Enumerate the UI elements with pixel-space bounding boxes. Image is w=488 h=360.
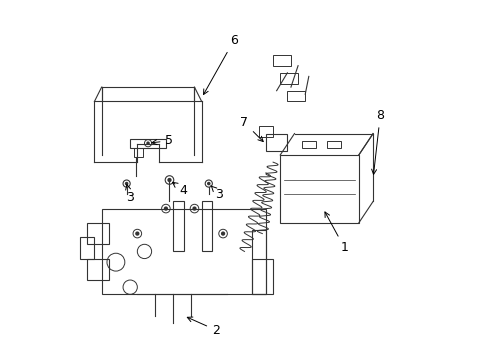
Text: 8: 8	[371, 109, 384, 174]
Bar	[87, 223, 108, 244]
Bar	[326, 141, 340, 148]
Circle shape	[192, 206, 196, 211]
Circle shape	[163, 206, 168, 211]
Circle shape	[135, 231, 139, 236]
Bar	[272, 55, 290, 66]
Text: 3: 3	[210, 186, 223, 201]
Circle shape	[146, 141, 149, 145]
Text: 7: 7	[240, 116, 263, 141]
Text: 2: 2	[187, 317, 220, 337]
Bar	[134, 148, 142, 157]
Bar	[251, 258, 272, 294]
Bar	[201, 202, 212, 251]
Circle shape	[124, 182, 128, 185]
Bar	[287, 91, 305, 102]
Bar	[130, 139, 165, 148]
Text: 5: 5	[152, 134, 173, 147]
Text: 6: 6	[203, 34, 237, 94]
Text: 1: 1	[325, 212, 348, 255]
Circle shape	[167, 178, 171, 182]
Bar	[87, 258, 108, 280]
Text: 3: 3	[125, 185, 134, 204]
Bar	[265, 134, 287, 152]
Text: 4: 4	[172, 182, 187, 197]
Bar	[280, 73, 298, 84]
Bar	[173, 202, 183, 251]
Bar	[251, 230, 265, 294]
Circle shape	[221, 231, 225, 236]
Bar	[80, 237, 94, 258]
Bar	[258, 126, 272, 137]
Bar	[301, 141, 315, 148]
Bar	[280, 155, 358, 223]
Circle shape	[206, 182, 210, 185]
Bar	[102, 208, 265, 294]
